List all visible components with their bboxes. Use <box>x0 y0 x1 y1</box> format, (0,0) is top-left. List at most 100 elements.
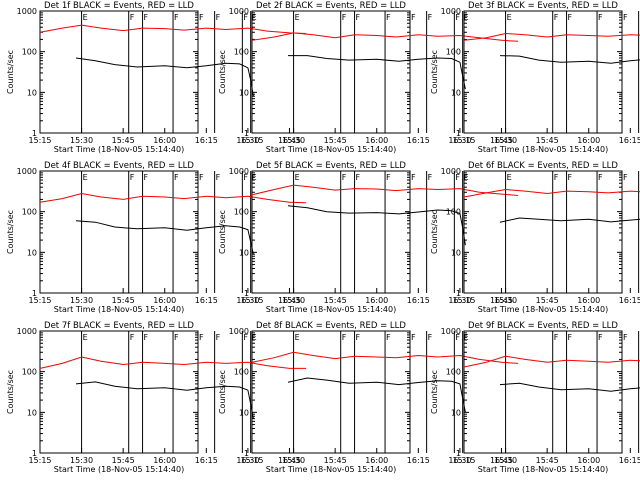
x-tick-label: 16:00 <box>365 296 388 305</box>
panel-6: Det 6f BLACK = Events, RED = LLDEFFFFFFE… <box>430 161 640 314</box>
marker-label: F <box>554 333 559 342</box>
y-axis-label: Counts/sec <box>218 50 227 94</box>
x-tick-label: 15:15 <box>28 456 51 465</box>
plot-frame <box>252 11 410 133</box>
marker-label: E <box>507 333 512 342</box>
x-tick-label: 16:00 <box>365 456 388 465</box>
y-tick-label: 10 <box>239 408 249 417</box>
x-tick-label: 16:15 <box>195 296 218 305</box>
x-axis-label: Start Time (18-Nov-05 15:14:40) <box>54 145 184 154</box>
x-tick-label: 16:15 <box>407 136 430 145</box>
x-tick-label: 16:00 <box>577 136 600 145</box>
marker-label: F <box>130 13 135 22</box>
y-axis-label: Counts/sec <box>6 210 15 254</box>
x-tick-label: 16:15 <box>619 136 640 145</box>
y-tick-label: 100 <box>22 48 37 57</box>
y-tick-label: 10 <box>27 248 37 257</box>
y-axis-label: Counts/sec <box>218 370 227 414</box>
marker-label: F <box>144 13 149 22</box>
panel-5: Det 5f BLACK = Events, RED = LLDEFFFFFFE… <box>218 161 518 314</box>
marker-label: E <box>83 173 88 182</box>
panel-title: Det 2f BLACK = Events, RED = LLD <box>256 1 406 11</box>
marker-label: F <box>216 13 221 22</box>
x-tick-label: 15:15 <box>240 296 263 305</box>
marker-label: F <box>568 333 573 342</box>
x-tick-label: 15:45 <box>112 136 135 145</box>
marker-label: F <box>199 173 204 182</box>
x-tick-label: 15:15 <box>452 456 475 465</box>
y-tick-label: 100 <box>446 48 461 57</box>
marker-label: F <box>428 13 433 22</box>
y-tick-label: 100 <box>446 208 461 217</box>
marker-label: F <box>386 13 391 22</box>
marker-label: F <box>428 173 433 182</box>
y-tick-label: 1000 <box>229 327 249 336</box>
y-tick-label: 1000 <box>17 327 37 336</box>
marker-label: F <box>598 333 603 342</box>
y-tick-label: 10 <box>27 88 37 97</box>
marker-label: F <box>356 333 361 342</box>
events-series-line <box>500 218 640 249</box>
marker-label: F <box>144 173 149 182</box>
x-axis-label: Start Time (18-Nov-05 15:14:40) <box>54 305 184 314</box>
panel-title: Det 1f BLACK = Events, RED = LLD <box>44 1 194 11</box>
y-tick-label: 10 <box>451 248 461 257</box>
marker-label: F <box>342 13 347 22</box>
panel-9: Det 9f BLACK = Events, RED = LLDEFFFFFFE… <box>430 321 640 474</box>
x-tick-label: 15:15 <box>452 296 475 305</box>
x-tick-label: 15:30 <box>282 296 305 305</box>
panel-title: Det 6f BLACK = Events, RED = LLD <box>468 161 618 171</box>
y-axis-label: Counts/sec <box>218 210 227 254</box>
y-axis-label: Counts/sec <box>430 210 439 254</box>
y-tick-label: 1000 <box>229 7 249 16</box>
panel-3: Det 3f BLACK = Events, RED = LLDEFFFFFFE… <box>430 1 640 154</box>
y-tick-label: 1000 <box>17 7 37 16</box>
marker-label: E <box>507 13 512 22</box>
x-tick-label: 15:30 <box>282 136 305 145</box>
plot-frame <box>252 331 410 453</box>
y-tick-label: 10 <box>451 88 461 97</box>
x-tick-label: 15:15 <box>28 296 51 305</box>
marker-label: F <box>130 333 135 342</box>
marker-label: F <box>598 13 603 22</box>
marker-label: F <box>199 13 204 22</box>
marker-label: F <box>568 173 573 182</box>
x-tick-label: 15:45 <box>112 296 135 305</box>
marker-label: E <box>295 13 300 22</box>
panel-7: Det 7f BLACK = Events, RED = LLDEFFFFFFE… <box>6 321 306 474</box>
y-tick-label: 100 <box>22 208 37 217</box>
x-tick-label: 16:00 <box>153 136 176 145</box>
plot-frame <box>40 331 198 453</box>
marker-label: F <box>386 333 391 342</box>
marker-label: F <box>216 173 221 182</box>
x-tick-label: 15:45 <box>324 296 347 305</box>
x-tick-label: 15:30 <box>494 296 517 305</box>
y-axis-label: Counts/sec <box>6 50 15 94</box>
panel-title: Det 7f BLACK = Events, RED = LLD <box>44 321 194 331</box>
marker-label: E <box>507 173 512 182</box>
x-tick-label: 15:45 <box>112 456 135 465</box>
x-axis-label: Start Time (18-Nov-05 15:14:40) <box>266 305 396 314</box>
events-series-line <box>500 383 640 418</box>
marker-label: E <box>295 173 300 182</box>
y-tick-label: 100 <box>234 368 249 377</box>
x-tick-label: 16:15 <box>619 456 640 465</box>
x-tick-label: 15:45 <box>536 296 559 305</box>
x-tick-label: 15:15 <box>240 136 263 145</box>
x-tick-label: 15:45 <box>324 456 347 465</box>
panel-8: Det 8f BLACK = Events, RED = LLDEFFFFFFE… <box>218 321 518 474</box>
panel-1: Det 1f BLACK = Events, RED = LLDEFFFFFFE… <box>6 1 306 154</box>
x-tick-label: 15:30 <box>282 456 305 465</box>
marker-label: F <box>216 333 221 342</box>
y-tick-label: 1000 <box>441 7 461 16</box>
marker-label: F <box>568 13 573 22</box>
x-tick-label: 15:45 <box>324 136 347 145</box>
x-tick-label: 15:30 <box>494 456 517 465</box>
x-tick-label: 15:45 <box>536 136 559 145</box>
x-tick-label: 15:30 <box>70 136 93 145</box>
y-tick-label: 1000 <box>441 167 461 176</box>
plot-frame <box>464 11 622 133</box>
x-axis-label: Start Time (18-Nov-05 15:14:40) <box>478 145 608 154</box>
marker-label: F <box>386 173 391 182</box>
